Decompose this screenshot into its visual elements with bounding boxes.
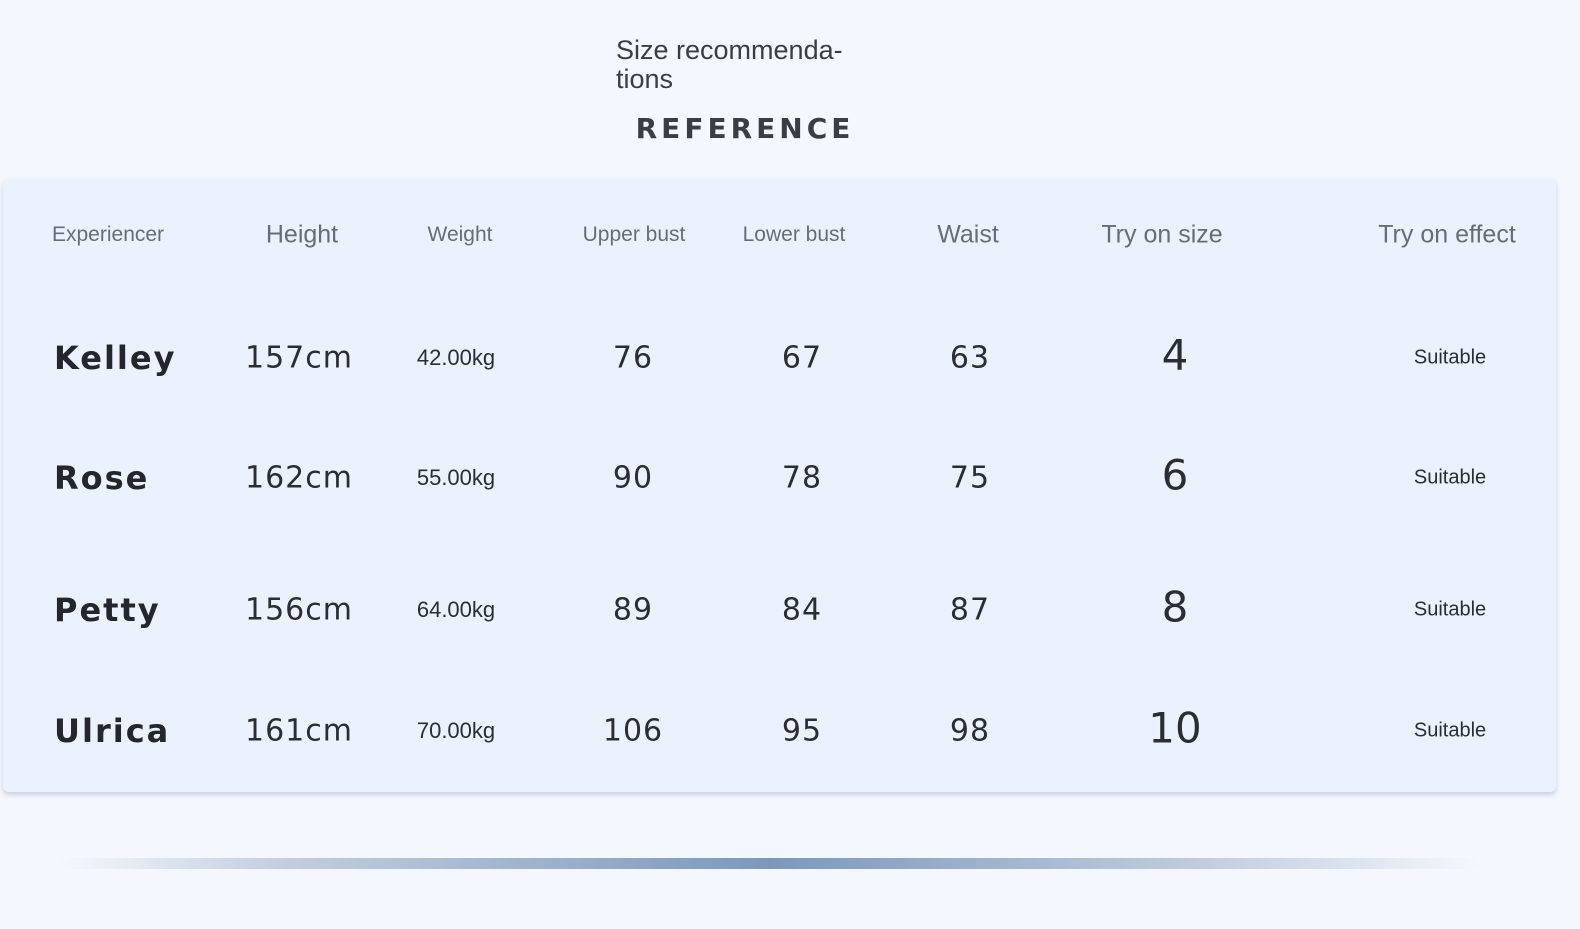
cell-height: 162cm bbox=[245, 460, 353, 496]
cell-name: Ulrica bbox=[54, 712, 171, 750]
cell-size: 4 bbox=[1161, 330, 1189, 380]
column-header: Weight bbox=[427, 223, 493, 246]
cell-lower-bust: 67 bbox=[781, 340, 823, 376]
page-title: Size recommenda- tions bbox=[616, 35, 843, 94]
cell-size: 10 bbox=[1148, 703, 1202, 753]
decorative-divider bbox=[60, 858, 1480, 869]
cell-size: 6 bbox=[1161, 450, 1189, 500]
cell-upper-bust: 90 bbox=[612, 460, 654, 496]
cell-upper-bust: 106 bbox=[602, 713, 664, 749]
column-header: Height bbox=[265, 220, 339, 249]
cell-upper-bust: 89 bbox=[612, 592, 654, 628]
cell-name: Rose bbox=[54, 459, 150, 497]
cell-waist: 87 bbox=[949, 592, 991, 628]
column-header: Waist bbox=[937, 220, 999, 249]
size-table: Experiencer Height Weight Upper bust Lower b… bbox=[3, 178, 1556, 792]
cell-lower-bust: 95 bbox=[781, 713, 823, 749]
cell-height: 156cm bbox=[245, 592, 353, 628]
cell-lower-bust: 78 bbox=[781, 460, 823, 496]
cell-waist: 63 bbox=[949, 340, 991, 376]
cell-height: 157cm bbox=[245, 340, 353, 376]
cell-waist: 98 bbox=[949, 713, 991, 749]
cell-weight: 55.00kg bbox=[416, 465, 496, 490]
cell-height: 161cm bbox=[245, 713, 353, 749]
cell-weight: 64.00kg bbox=[416, 597, 496, 622]
cell-effect: Suitable bbox=[1413, 466, 1487, 489]
cell-effect: Suitable bbox=[1413, 598, 1487, 621]
column-header: Upper bust bbox=[582, 223, 686, 246]
cell-weight: 70.00kg bbox=[416, 718, 496, 743]
cell-upper-bust: 76 bbox=[612, 340, 654, 376]
cell-name: Kelley bbox=[54, 339, 177, 377]
cell-name: Petty bbox=[54, 591, 161, 629]
cell-weight: 42.00kg bbox=[416, 345, 496, 370]
column-header: Try on size bbox=[1101, 220, 1223, 249]
cell-waist: 75 bbox=[949, 460, 991, 496]
page-subtitle: REFERENCE bbox=[635, 112, 855, 145]
cell-effect: Suitable bbox=[1413, 346, 1487, 369]
cell-size: 8 bbox=[1161, 582, 1189, 632]
column-header: Experiencer bbox=[52, 223, 165, 246]
column-header: Try on effect bbox=[1378, 220, 1516, 249]
column-header: Lower bust bbox=[742, 223, 846, 246]
cell-effect: Suitable bbox=[1413, 719, 1487, 742]
cell-lower-bust: 84 bbox=[781, 592, 823, 628]
